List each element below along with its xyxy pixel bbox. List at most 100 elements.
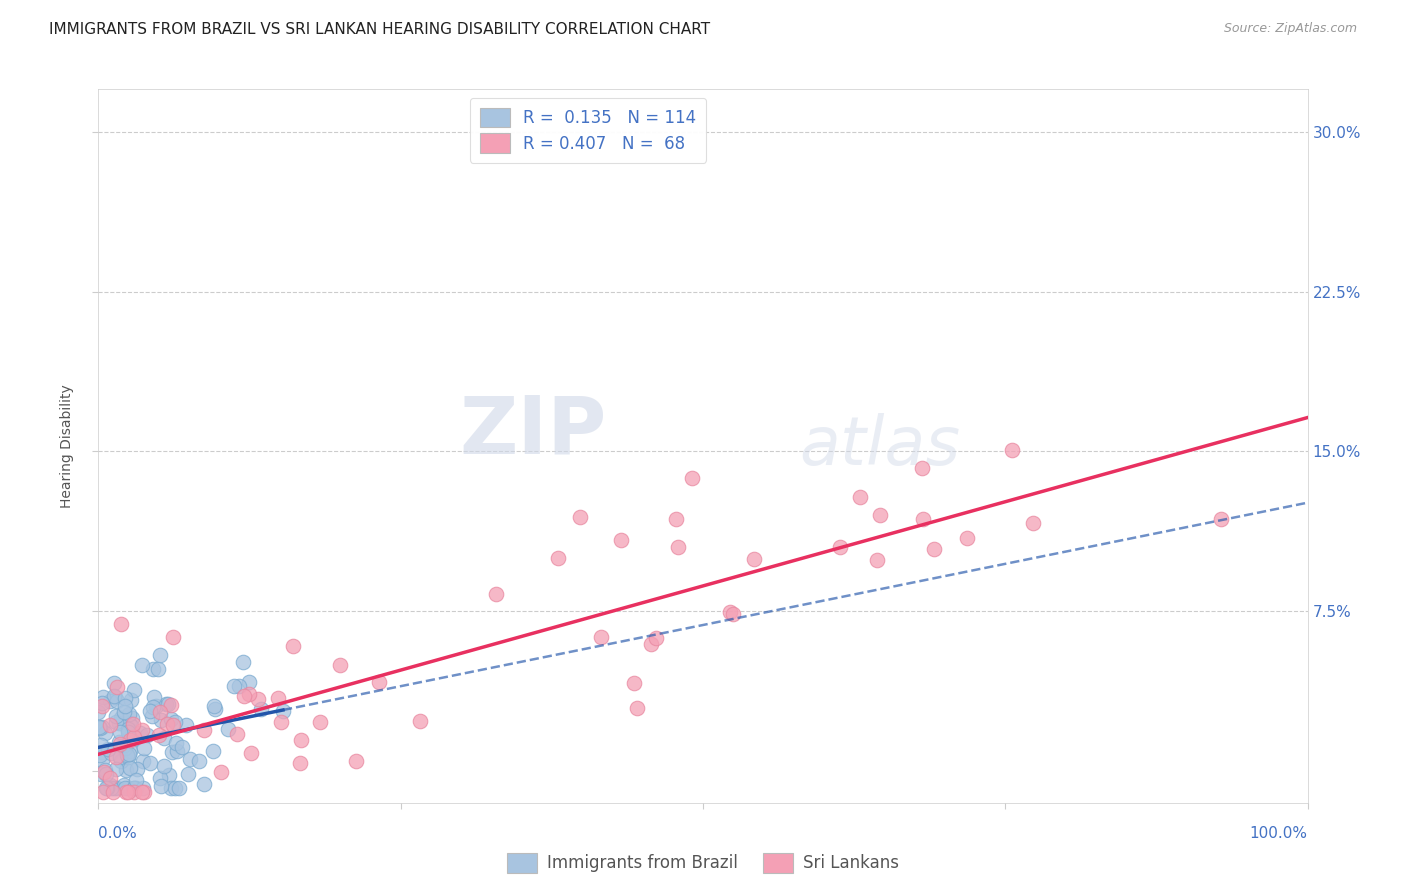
- Point: [609, 533, 631, 547]
- Point: [409, 714, 432, 729]
- Point: [121, 717, 143, 731]
- Point: [108, 716, 131, 731]
- Point: [160, 780, 183, 795]
- Point: [148, 648, 170, 663]
- Point: [110, 750, 132, 764]
- Point: [160, 698, 183, 712]
- Point: [110, 617, 132, 632]
- Point: [96, 780, 118, 795]
- Text: 0.0%: 0.0%: [98, 826, 138, 841]
- Text: 100.0%: 100.0%: [1250, 826, 1308, 841]
- Point: [90, 739, 112, 753]
- Point: [136, 728, 159, 742]
- Point: [87, 705, 110, 719]
- Text: Source: ZipAtlas.com: Source: ZipAtlas.com: [1223, 22, 1357, 36]
- Point: [118, 707, 141, 722]
- Point: [121, 711, 143, 725]
- Point: [114, 698, 136, 713]
- Point: [217, 722, 239, 736]
- Point: [165, 736, 187, 750]
- Point: [157, 768, 180, 782]
- Point: [118, 743, 141, 757]
- Point: [246, 692, 269, 706]
- Point: [90, 767, 112, 781]
- Point: [589, 630, 612, 644]
- Point: [869, 508, 891, 522]
- Point: [110, 711, 132, 725]
- Point: [94, 780, 117, 795]
- Point: [865, 553, 887, 567]
- Point: [179, 752, 201, 766]
- Point: [170, 739, 193, 754]
- Point: [90, 696, 112, 710]
- Point: [1022, 516, 1045, 531]
- Point: [132, 780, 155, 795]
- Point: [142, 662, 165, 676]
- Point: [131, 785, 153, 799]
- Point: [118, 733, 141, 747]
- Point: [238, 687, 260, 701]
- Point: [122, 780, 145, 795]
- Point: [122, 732, 145, 747]
- Point: [281, 639, 304, 653]
- Point: [125, 780, 148, 795]
- Point: [150, 779, 173, 793]
- Point: [232, 655, 254, 669]
- Point: [239, 746, 262, 760]
- Point: [271, 704, 294, 718]
- Point: [124, 780, 146, 795]
- Point: [132, 740, 155, 755]
- Point: [94, 763, 117, 777]
- Point: [193, 777, 215, 791]
- Point: [228, 679, 250, 693]
- Point: [139, 756, 162, 770]
- Point: [222, 679, 245, 693]
- Point: [110, 754, 132, 768]
- Point: [924, 542, 946, 557]
- Point: [125, 772, 148, 787]
- Point: [122, 785, 145, 799]
- Point: [98, 778, 121, 792]
- Point: [103, 676, 125, 690]
- Point: [103, 690, 125, 704]
- Point: [105, 694, 128, 708]
- Point: [89, 721, 111, 735]
- Point: [159, 712, 181, 726]
- Point: [103, 785, 125, 799]
- Point: [308, 715, 330, 730]
- Point: [107, 735, 129, 749]
- Point: [94, 767, 117, 781]
- Point: [645, 631, 668, 645]
- Point: [108, 724, 131, 739]
- Point: [122, 682, 145, 697]
- Point: [100, 780, 122, 795]
- Point: [132, 785, 155, 799]
- Point: [112, 738, 135, 752]
- Point: [721, 607, 744, 621]
- Point: [104, 709, 127, 723]
- Point: [204, 702, 226, 716]
- Point: [117, 785, 139, 799]
- Point: [91, 690, 114, 704]
- Point: [718, 605, 741, 619]
- Point: [288, 756, 311, 770]
- Point: [132, 754, 155, 768]
- Point: [148, 662, 170, 676]
- Point: [108, 737, 131, 751]
- Point: [117, 780, 139, 795]
- Point: [105, 780, 128, 795]
- Point: [112, 778, 135, 792]
- Point: [848, 490, 870, 504]
- Point: [238, 675, 260, 690]
- Point: [91, 699, 114, 714]
- Point: [117, 723, 139, 737]
- Y-axis label: Hearing Disability: Hearing Disability: [60, 384, 75, 508]
- Point: [115, 763, 138, 777]
- Point: [156, 697, 179, 711]
- Point: [100, 746, 122, 760]
- Point: [121, 723, 143, 738]
- Point: [112, 705, 135, 719]
- Point: [117, 747, 139, 761]
- Point: [162, 631, 184, 645]
- Point: [114, 740, 136, 755]
